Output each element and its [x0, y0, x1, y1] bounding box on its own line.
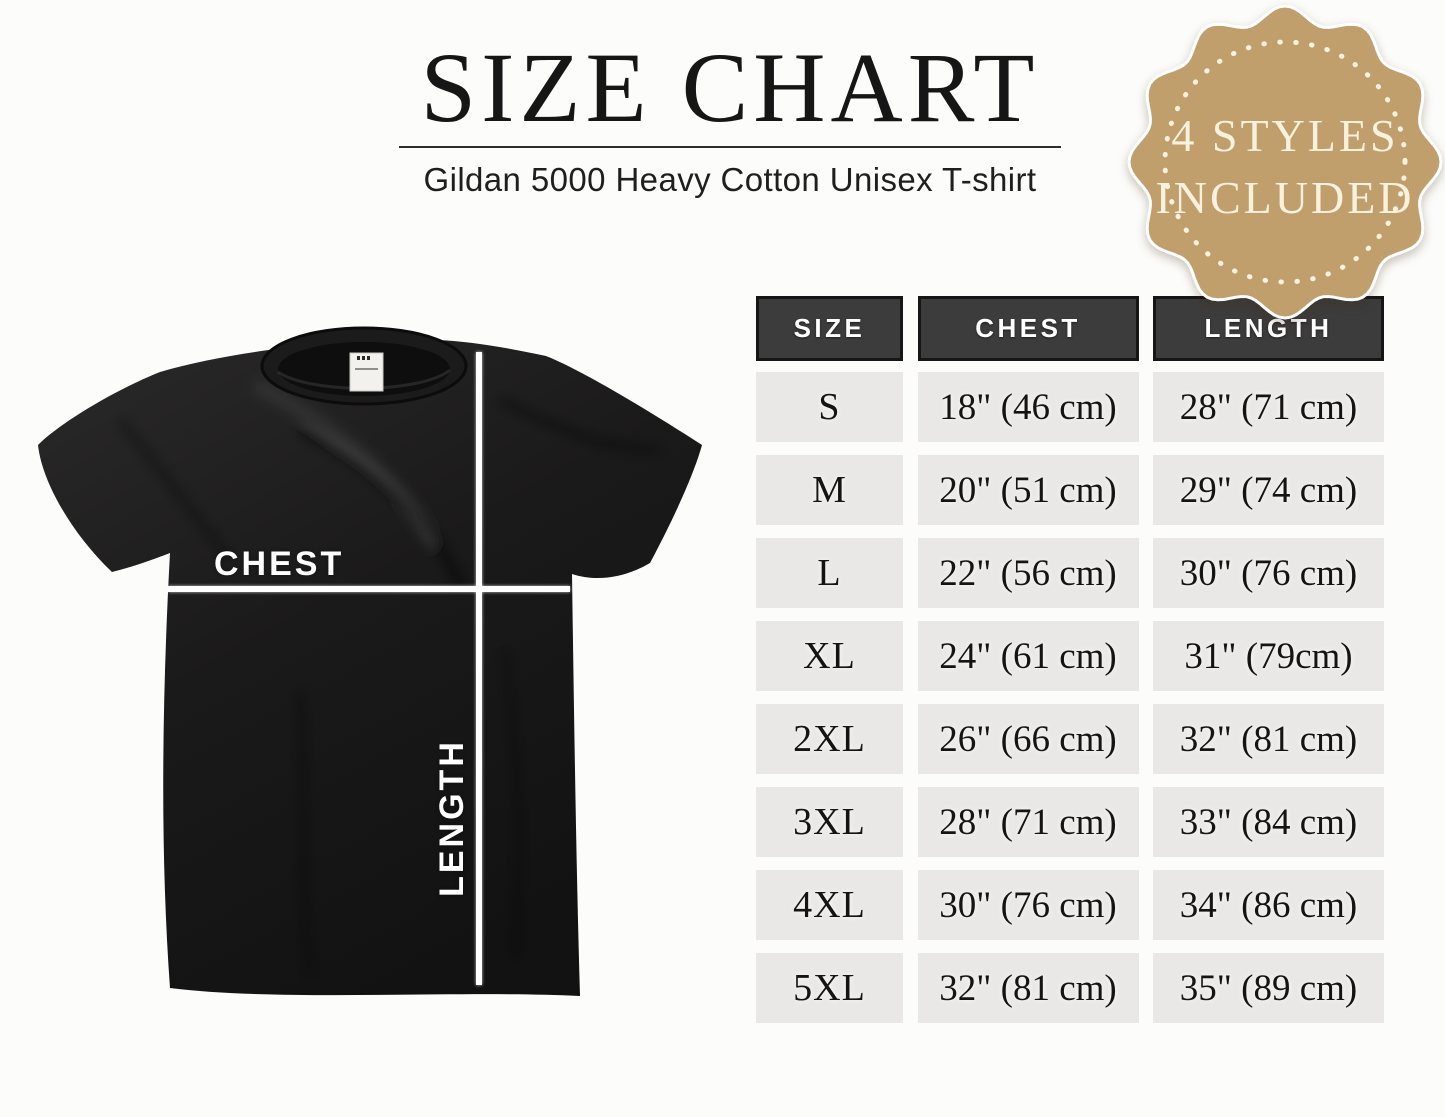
table-row: 2XL 26" (66 cm) 32" (81 cm) — [756, 704, 1384, 774]
badge-seal-graphic — [1127, 4, 1443, 320]
table-row: M 20" (51 cm) 29" (74 cm) — [756, 455, 1384, 525]
chest-cell: 20" (51 cm) — [917, 455, 1139, 525]
styles-badge: 4 STYLES INCLUDED — [1125, 2, 1445, 322]
badge-line2: INCLUDED — [1155, 171, 1415, 223]
column-header-chest: CHEST — [917, 296, 1139, 361]
size-cell: S — [756, 372, 903, 442]
table-row: 3XL 28" (71 cm) 33" (84 cm) — [756, 787, 1384, 857]
neck-tag — [349, 352, 384, 392]
size-cell: XL — [756, 621, 903, 691]
tshirt-silhouette — [38, 333, 702, 997]
table-row: XL 24" (61 cm) 31" (79cm) — [756, 621, 1384, 691]
length-label: LENGTH — [433, 739, 471, 897]
size-cell: 4XL — [756, 870, 903, 940]
badge-dotted-ring — [1162, 39, 1408, 285]
column-header-size-label: SIZE — [793, 313, 866, 343]
chest-line — [168, 586, 570, 592]
length-cell: 28" (71 cm) — [1153, 372, 1384, 442]
badge-text: 4 STYLES INCLUDED — [1125, 6, 1445, 326]
length-cell: 33" (84 cm) — [1153, 787, 1384, 857]
chest-cell: 18" (46 cm) — [917, 372, 1139, 442]
table-row: S 18" (46 cm) 28" (71 cm) — [756, 372, 1384, 442]
chest-cell: 30" (76 cm) — [917, 870, 1139, 940]
column-header-chest-label: CHEST — [975, 313, 1081, 343]
chest-cell: 26" (66 cm) — [917, 704, 1139, 774]
length-cell: 31" (79cm) — [1153, 621, 1384, 691]
table-row: 5XL 32" (81 cm) 35" (89 cm) — [756, 953, 1384, 1023]
size-cell: 3XL — [756, 787, 903, 857]
badge-line1: 4 STYLES — [1171, 109, 1399, 161]
table-row: L 22" (56 cm) 30" (76 cm) — [756, 538, 1384, 608]
size-table: SIZE CHEST LENGTH S 18" (46 cm) 28" (71 … — [756, 296, 1384, 1023]
title-block: SIZE CHART Gildan 5000 Heavy Cotton Unis… — [330, 36, 1130, 199]
table-row: 4XL 30" (76 cm) 34" (86 cm) — [756, 870, 1384, 940]
table-header-row: SIZE CHEST LENGTH — [756, 296, 1384, 361]
chest-label: CHEST — [214, 545, 345, 583]
table-body: S 18" (46 cm) 28" (71 cm) M 20" (51 cm) … — [756, 372, 1384, 1023]
size-cell: 2XL — [756, 704, 903, 774]
badge-scallop-shape — [1127, 4, 1443, 320]
chest-cell: 28" (71 cm) — [917, 787, 1139, 857]
size-cell: L — [756, 538, 903, 608]
title-divider — [399, 146, 1061, 148]
length-line — [476, 352, 482, 985]
chest-cell: 32" (81 cm) — [917, 953, 1139, 1023]
column-header-length-label: LENGTH — [1204, 313, 1333, 343]
length-cell: 30" (76 cm) — [1153, 538, 1384, 608]
chest-cell: 24" (61 cm) — [917, 621, 1139, 691]
length-cell: 35" (89 cm) — [1153, 953, 1384, 1023]
page-title: SIZE CHART — [420, 32, 1040, 143]
page-subtitle: Gildan 5000 Heavy Cotton Unisex T-shirt — [423, 161, 1037, 198]
fabric-folds — [116, 378, 661, 976]
length-cell: 32" (81 cm) — [1153, 704, 1384, 774]
size-cell: 5XL — [756, 953, 903, 1023]
column-header-size: SIZE — [756, 296, 903, 361]
length-cell: 29" (74 cm) — [1153, 455, 1384, 525]
column-header-length: LENGTH — [1153, 296, 1384, 361]
length-cell: 34" (86 cm) — [1153, 870, 1384, 940]
chest-cell: 22" (56 cm) — [917, 538, 1139, 608]
size-cell: M — [756, 455, 903, 525]
